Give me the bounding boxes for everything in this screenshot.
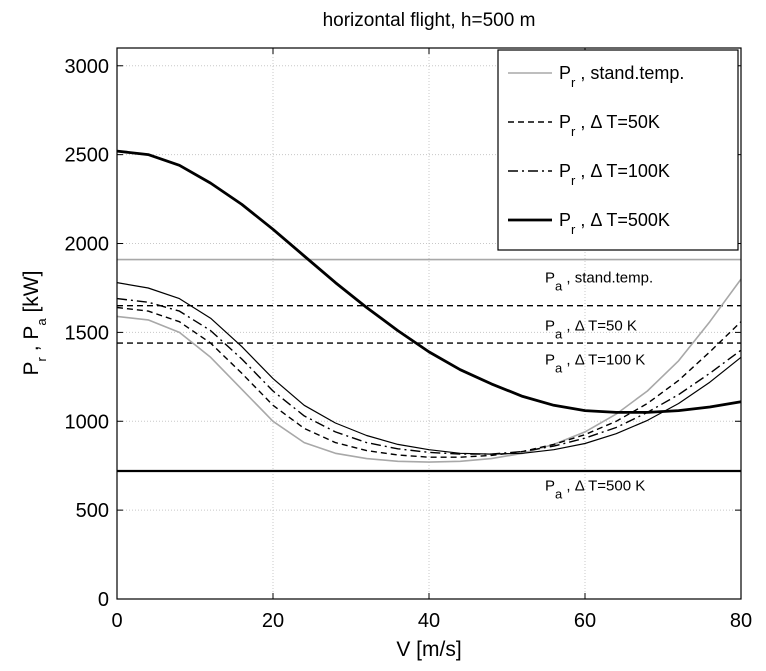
pa-label-0: Pa , stand.temp. bbox=[545, 270, 653, 294]
x-tick-label: 0 bbox=[111, 610, 122, 632]
x-tick-label: 20 bbox=[262, 610, 284, 632]
legend-label-3: Pr , Δ T=500K bbox=[559, 210, 670, 237]
x-tick-label: 80 bbox=[730, 610, 752, 632]
y-tick-label: 3000 bbox=[65, 56, 110, 78]
pa-label-3: Pa , Δ T=500 K bbox=[545, 478, 645, 502]
series-line-1 bbox=[116, 306, 742, 458]
x-tick-label: 40 bbox=[418, 610, 440, 632]
legend-label-0: Pr , stand.temp. bbox=[559, 63, 684, 90]
y-tick-label: 1500 bbox=[65, 322, 110, 344]
y-tick-label: 1000 bbox=[65, 411, 110, 433]
pa-label-1: Pa , Δ T=50 K bbox=[545, 318, 637, 342]
series-line-3 bbox=[116, 149, 742, 414]
legend-label-2: Pr , Δ T=100K bbox=[559, 161, 670, 188]
series-line-0 bbox=[116, 278, 742, 463]
legend: Pr , stand.temp. Pr , Δ T=50K Pr , Δ T=100… bbox=[497, 49, 739, 251]
y-tick-label: 0 bbox=[98, 589, 109, 611]
y-tick-label: 500 bbox=[76, 500, 109, 522]
y-axis-label: Pr , Pa [kW] bbox=[20, 271, 49, 376]
pa-label-2: Pa , Δ T=100 K bbox=[545, 351, 645, 375]
legend-box bbox=[497, 49, 739, 251]
chart-title: horizontal flight, h=500 m bbox=[323, 10, 536, 31]
y-tick-label: 2000 bbox=[65, 234, 110, 256]
series-line-4 bbox=[116, 282, 742, 455]
series-line-2 bbox=[116, 297, 742, 455]
series-lines bbox=[116, 149, 742, 463]
y-tick-label: 2500 bbox=[65, 145, 110, 167]
legend-label-1: Pr , Δ T=50K bbox=[559, 112, 660, 139]
horizontal-lines: Pa , stand.temp. Pa , Δ T=50 K Pa , Δ T=10… bbox=[117, 258, 741, 502]
axis-ticks: 0 20 40 60 80 0 500 1000 1500 2000 2500 3000 bbox=[65, 48, 752, 632]
x-axis-label: V [m/s] bbox=[396, 638, 461, 661]
x-tick-label: 60 bbox=[574, 610, 596, 632]
